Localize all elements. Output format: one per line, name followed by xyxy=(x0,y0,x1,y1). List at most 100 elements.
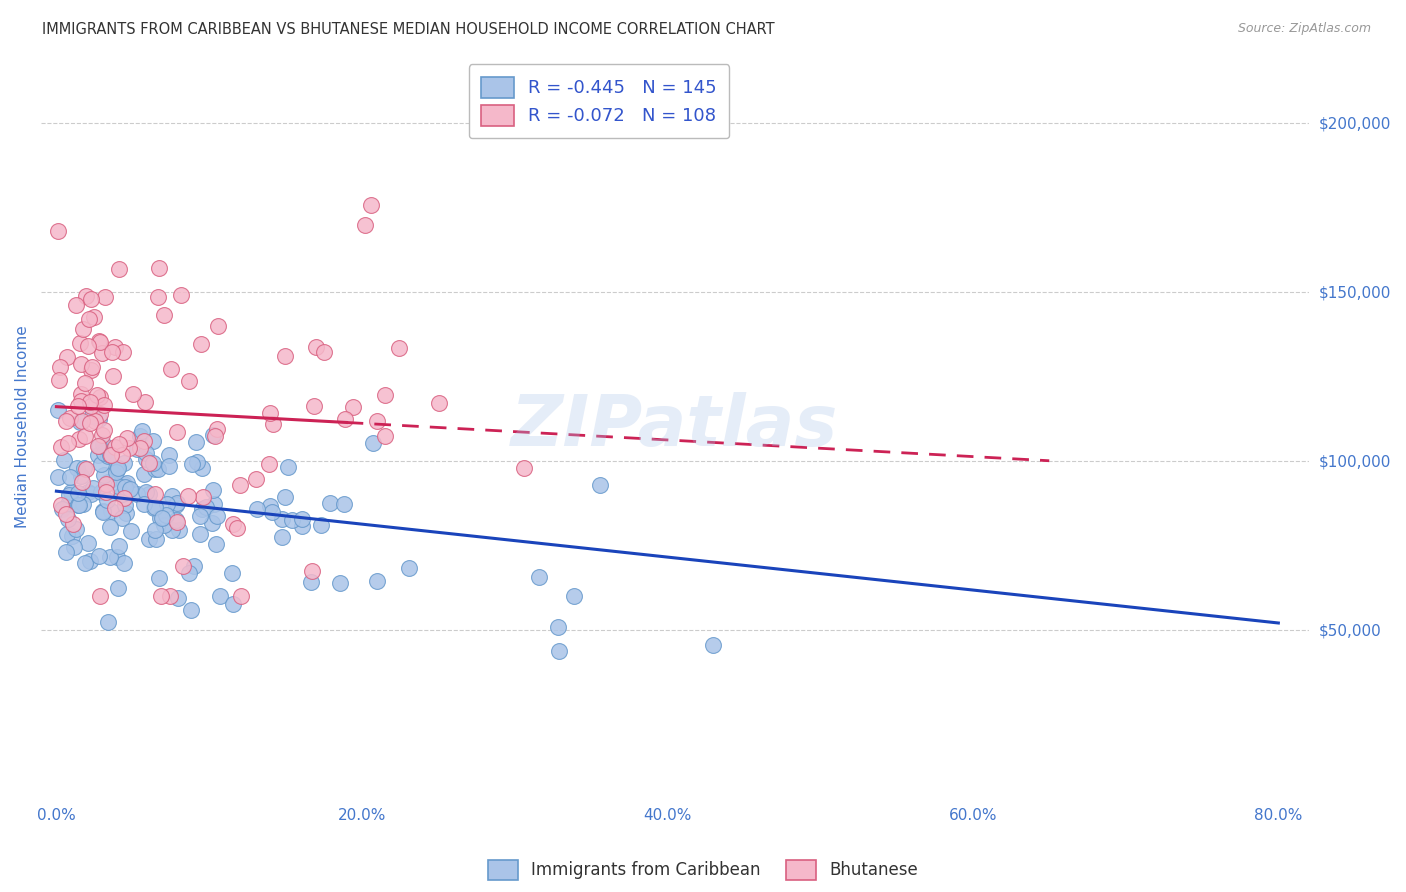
Point xyxy=(156,496,179,510)
Point xyxy=(142,434,165,449)
Point xyxy=(166,515,188,529)
Point xyxy=(69,415,91,429)
Point xyxy=(366,414,388,428)
Point xyxy=(589,477,612,491)
Point xyxy=(83,414,105,428)
Point xyxy=(46,403,69,417)
Point xyxy=(146,290,169,304)
Point xyxy=(72,322,94,336)
Point xyxy=(52,453,75,467)
Point xyxy=(93,467,115,482)
Point xyxy=(107,581,129,595)
Point xyxy=(354,218,377,232)
Point xyxy=(548,644,571,658)
Point xyxy=(125,442,148,457)
Point xyxy=(107,437,129,451)
Point xyxy=(157,448,180,462)
Point xyxy=(97,450,120,464)
Point xyxy=(91,484,114,499)
Point xyxy=(90,457,112,471)
Point xyxy=(107,479,129,493)
Point xyxy=(145,532,167,546)
Point xyxy=(83,310,105,324)
Point xyxy=(262,505,284,519)
Point xyxy=(70,469,93,483)
Point xyxy=(91,428,114,442)
Point xyxy=(86,448,108,462)
Point xyxy=(65,298,87,312)
Point xyxy=(114,480,136,494)
Point xyxy=(361,436,384,450)
Point xyxy=(100,550,122,565)
Point xyxy=(93,446,115,460)
Point xyxy=(165,513,187,527)
Legend: Immigrants from Caribbean, Bhutanese: Immigrants from Caribbean, Bhutanese xyxy=(477,848,929,891)
Point xyxy=(547,620,569,634)
Point xyxy=(98,448,121,462)
Y-axis label: Median Household Income: Median Household Income xyxy=(15,326,30,528)
Point xyxy=(302,399,325,413)
Point xyxy=(121,386,143,401)
Point xyxy=(172,559,194,574)
Text: ZIPatlas: ZIPatlas xyxy=(512,392,839,461)
Point xyxy=(150,589,173,603)
Point xyxy=(201,516,224,530)
Point xyxy=(58,497,80,511)
Point xyxy=(205,421,228,435)
Point xyxy=(105,549,128,564)
Point xyxy=(226,521,249,535)
Point xyxy=(188,527,211,541)
Point xyxy=(79,395,101,409)
Point xyxy=(72,414,94,428)
Point xyxy=(69,394,91,409)
Point xyxy=(259,407,281,421)
Text: Source: ZipAtlas.com: Source: ZipAtlas.com xyxy=(1237,22,1371,36)
Point xyxy=(246,502,269,516)
Point xyxy=(96,493,118,508)
Point xyxy=(222,517,245,532)
Point xyxy=(274,349,297,363)
Point xyxy=(62,517,84,532)
Point xyxy=(48,373,70,387)
Point xyxy=(90,485,112,500)
Point xyxy=(75,462,97,476)
Point xyxy=(48,470,70,484)
Point xyxy=(305,340,328,354)
Point xyxy=(229,589,252,603)
Point xyxy=(79,363,101,377)
Point xyxy=(70,357,93,371)
Point xyxy=(149,510,172,524)
Point xyxy=(94,477,117,491)
Point xyxy=(76,484,98,499)
Point xyxy=(65,522,87,536)
Point xyxy=(60,485,83,500)
Point xyxy=(91,505,114,519)
Point xyxy=(112,345,135,359)
Point xyxy=(166,425,188,440)
Point xyxy=(191,461,214,475)
Point xyxy=(169,523,191,537)
Point xyxy=(221,566,243,580)
Point xyxy=(262,417,284,432)
Point xyxy=(146,462,169,476)
Point xyxy=(104,340,127,354)
Point xyxy=(190,502,212,516)
Point xyxy=(333,497,356,511)
Point xyxy=(205,509,228,524)
Point xyxy=(131,425,153,439)
Point xyxy=(86,388,108,402)
Point xyxy=(209,589,232,603)
Point xyxy=(87,549,110,563)
Point xyxy=(75,289,97,303)
Point xyxy=(157,458,180,473)
Point xyxy=(72,497,94,511)
Point xyxy=(90,346,112,360)
Point xyxy=(89,589,111,603)
Point xyxy=(100,504,122,518)
Point xyxy=(245,471,267,485)
Text: IMMIGRANTS FROM CARIBBEAN VS BHUTANESE MEDIAN HOUSEHOLD INCOME CORRELATION CHART: IMMIGRANTS FROM CARIBBEAN VS BHUTANESE M… xyxy=(42,22,775,37)
Point xyxy=(138,486,160,500)
Point xyxy=(138,532,160,546)
Point xyxy=(202,428,225,442)
Point xyxy=(73,376,96,391)
